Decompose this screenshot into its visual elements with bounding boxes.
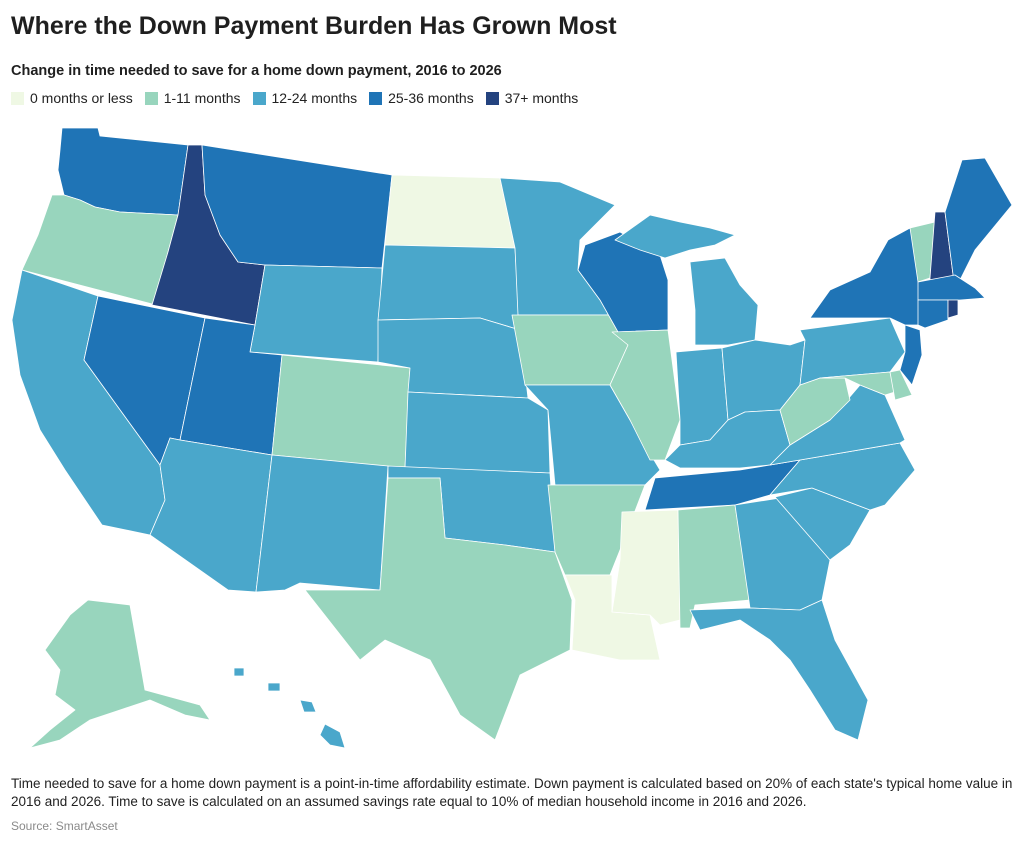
state-tn[interactable] bbox=[644, 459, 801, 511]
map-subtitle: Change in time needed to save for a home… bbox=[11, 63, 502, 79]
state-wy[interactable] bbox=[249, 264, 383, 363]
state-mt[interactable] bbox=[201, 144, 393, 269]
legend-label: 0 months or less bbox=[30, 90, 133, 106]
legend-swatch bbox=[252, 91, 266, 105]
state-sd[interactable] bbox=[377, 244, 521, 331]
state-ia[interactable] bbox=[511, 314, 629, 386]
legend-item: 37+ months bbox=[485, 90, 579, 106]
state-mi-lower[interactable] bbox=[689, 257, 759, 346]
state-az[interactable] bbox=[149, 437, 273, 593]
source-credit: Source: SmartAsset bbox=[11, 819, 118, 833]
legend-swatch bbox=[11, 91, 24, 105]
legend-item: 0 months or less bbox=[11, 90, 133, 106]
legend-label: 37+ months bbox=[504, 90, 579, 106]
legend-label: 1-11 months bbox=[163, 90, 241, 106]
state-nd[interactable] bbox=[384, 174, 516, 249]
state-ks[interactable] bbox=[404, 391, 551, 474]
state-nm[interactable] bbox=[255, 454, 389, 593]
state-fl[interactable] bbox=[689, 599, 869, 741]
legend-item: 1-11 months bbox=[144, 90, 241, 106]
lake-michigan bbox=[668, 258, 695, 345]
state-hi-oahu[interactable] bbox=[267, 682, 281, 692]
state-ms[interactable] bbox=[611, 509, 681, 626]
state-ct[interactable] bbox=[917, 299, 949, 329]
state-nj[interactable] bbox=[899, 324, 923, 386]
legend-swatch bbox=[144, 91, 158, 105]
legend-label: 25-36 months bbox=[388, 90, 474, 106]
state-de[interactable] bbox=[889, 369, 913, 401]
legend-item: 25-36 months bbox=[369, 90, 474, 106]
state-sc[interactable] bbox=[774, 487, 871, 561]
state-hi-kauai[interactable] bbox=[233, 667, 245, 677]
legend: 0 months or less 1-11 months 12-24 month… bbox=[11, 90, 590, 106]
state-hi-big[interactable] bbox=[319, 723, 346, 749]
state-mi-upper[interactable] bbox=[614, 214, 736, 259]
state-ny[interactable] bbox=[809, 227, 923, 326]
legend-item: 12-24 months bbox=[252, 90, 358, 106]
legend-swatch bbox=[485, 91, 499, 105]
footnote: Time needed to save for a home down paym… bbox=[11, 776, 1013, 809]
legend-swatch bbox=[369, 91, 383, 105]
state-il[interactable] bbox=[609, 329, 681, 461]
state-hi-maui[interactable] bbox=[299, 699, 317, 713]
state-ak[interactable] bbox=[29, 599, 211, 749]
state-tx[interactable] bbox=[304, 477, 573, 741]
state-la[interactable] bbox=[564, 574, 661, 661]
state-me[interactable] bbox=[944, 157, 1013, 291]
legend-label: 12-24 months bbox=[271, 90, 358, 106]
map-title: Where the Down Payment Burden Has Grown … bbox=[11, 12, 617, 40]
state-co[interactable] bbox=[271, 354, 411, 469]
state-ri[interactable] bbox=[947, 299, 959, 319]
us-choropleth-map bbox=[0, 112, 1024, 772]
